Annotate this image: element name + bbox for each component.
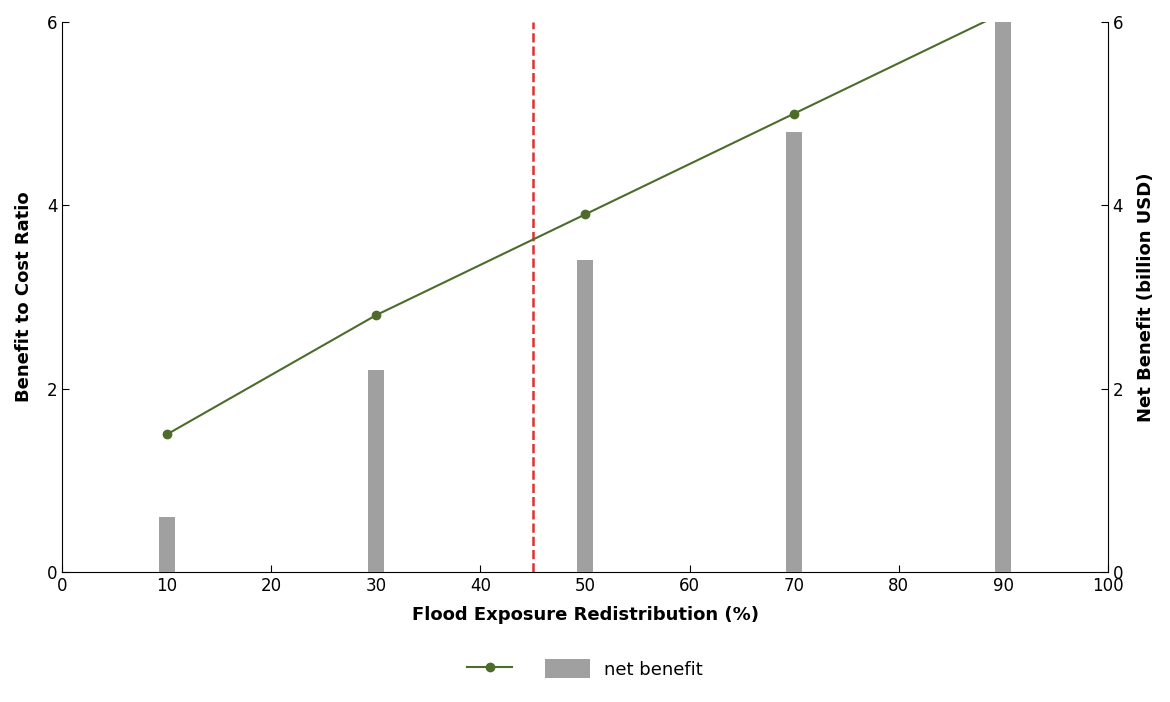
- Bar: [159, 517, 174, 572]
- Bar: [369, 370, 384, 572]
- Legend: , net benefit: , net benefit: [460, 652, 710, 686]
- X-axis label: Flood Exposure Redistribution (%): Flood Exposure Redistribution (%): [412, 606, 758, 624]
- Y-axis label: Benefit to Cost Ratio: Benefit to Cost Ratio: [15, 192, 33, 402]
- Y-axis label: Net Benefit (billion USD): Net Benefit (billion USD): [1137, 172, 1155, 422]
- Bar: [577, 260, 593, 572]
- Bar: [996, 22, 1011, 572]
- Bar: [786, 132, 801, 572]
